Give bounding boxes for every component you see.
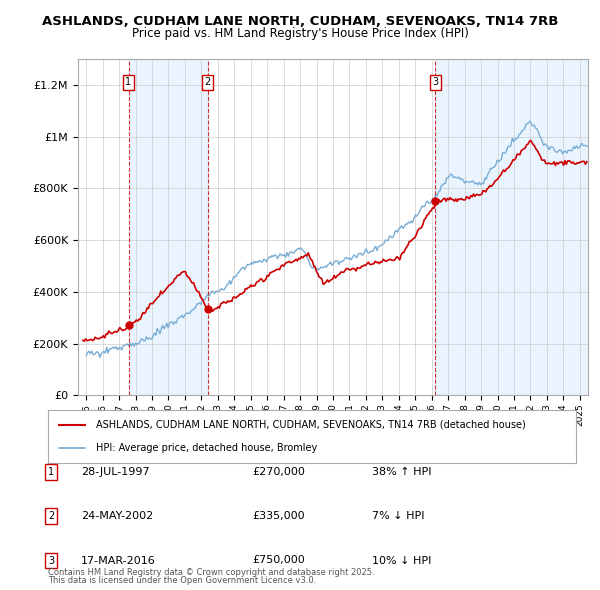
Text: 2: 2 bbox=[205, 77, 211, 87]
Text: 3: 3 bbox=[432, 77, 438, 87]
Bar bbox=[435, 59, 588, 395]
Text: ASHLANDS, CUDHAM LANE NORTH, CUDHAM, SEVENOAKS, TN14 7RB (detached house): ASHLANDS, CUDHAM LANE NORTH, CUDHAM, SEV… bbox=[95, 420, 525, 430]
Text: 28-JUL-1997: 28-JUL-1997 bbox=[81, 467, 149, 477]
Text: ASHLANDS, CUDHAM LANE NORTH, CUDHAM, SEVENOAKS, TN14 7RB: ASHLANDS, CUDHAM LANE NORTH, CUDHAM, SEV… bbox=[42, 15, 558, 28]
Text: 1: 1 bbox=[48, 467, 54, 477]
Text: £270,000: £270,000 bbox=[252, 467, 305, 477]
Bar bbox=[128, 59, 208, 395]
Text: 10% ↓ HPI: 10% ↓ HPI bbox=[372, 556, 431, 565]
Text: HPI: Average price, detached house, Bromley: HPI: Average price, detached house, Brom… bbox=[95, 443, 317, 453]
Text: 7% ↓ HPI: 7% ↓ HPI bbox=[372, 512, 425, 521]
Text: Contains HM Land Registry data © Crown copyright and database right 2025.: Contains HM Land Registry data © Crown c… bbox=[48, 568, 374, 577]
Text: £335,000: £335,000 bbox=[252, 512, 305, 521]
Text: 3: 3 bbox=[48, 556, 54, 565]
Text: 2: 2 bbox=[48, 512, 54, 521]
Text: This data is licensed under the Open Government Licence v3.0.: This data is licensed under the Open Gov… bbox=[48, 576, 316, 585]
Text: £750,000: £750,000 bbox=[252, 556, 305, 565]
Text: Price paid vs. HM Land Registry's House Price Index (HPI): Price paid vs. HM Land Registry's House … bbox=[131, 27, 469, 40]
Text: 38% ↑ HPI: 38% ↑ HPI bbox=[372, 467, 431, 477]
Text: 1: 1 bbox=[125, 77, 131, 87]
Text: 17-MAR-2016: 17-MAR-2016 bbox=[81, 556, 156, 565]
Text: 24-MAY-2002: 24-MAY-2002 bbox=[81, 512, 153, 521]
